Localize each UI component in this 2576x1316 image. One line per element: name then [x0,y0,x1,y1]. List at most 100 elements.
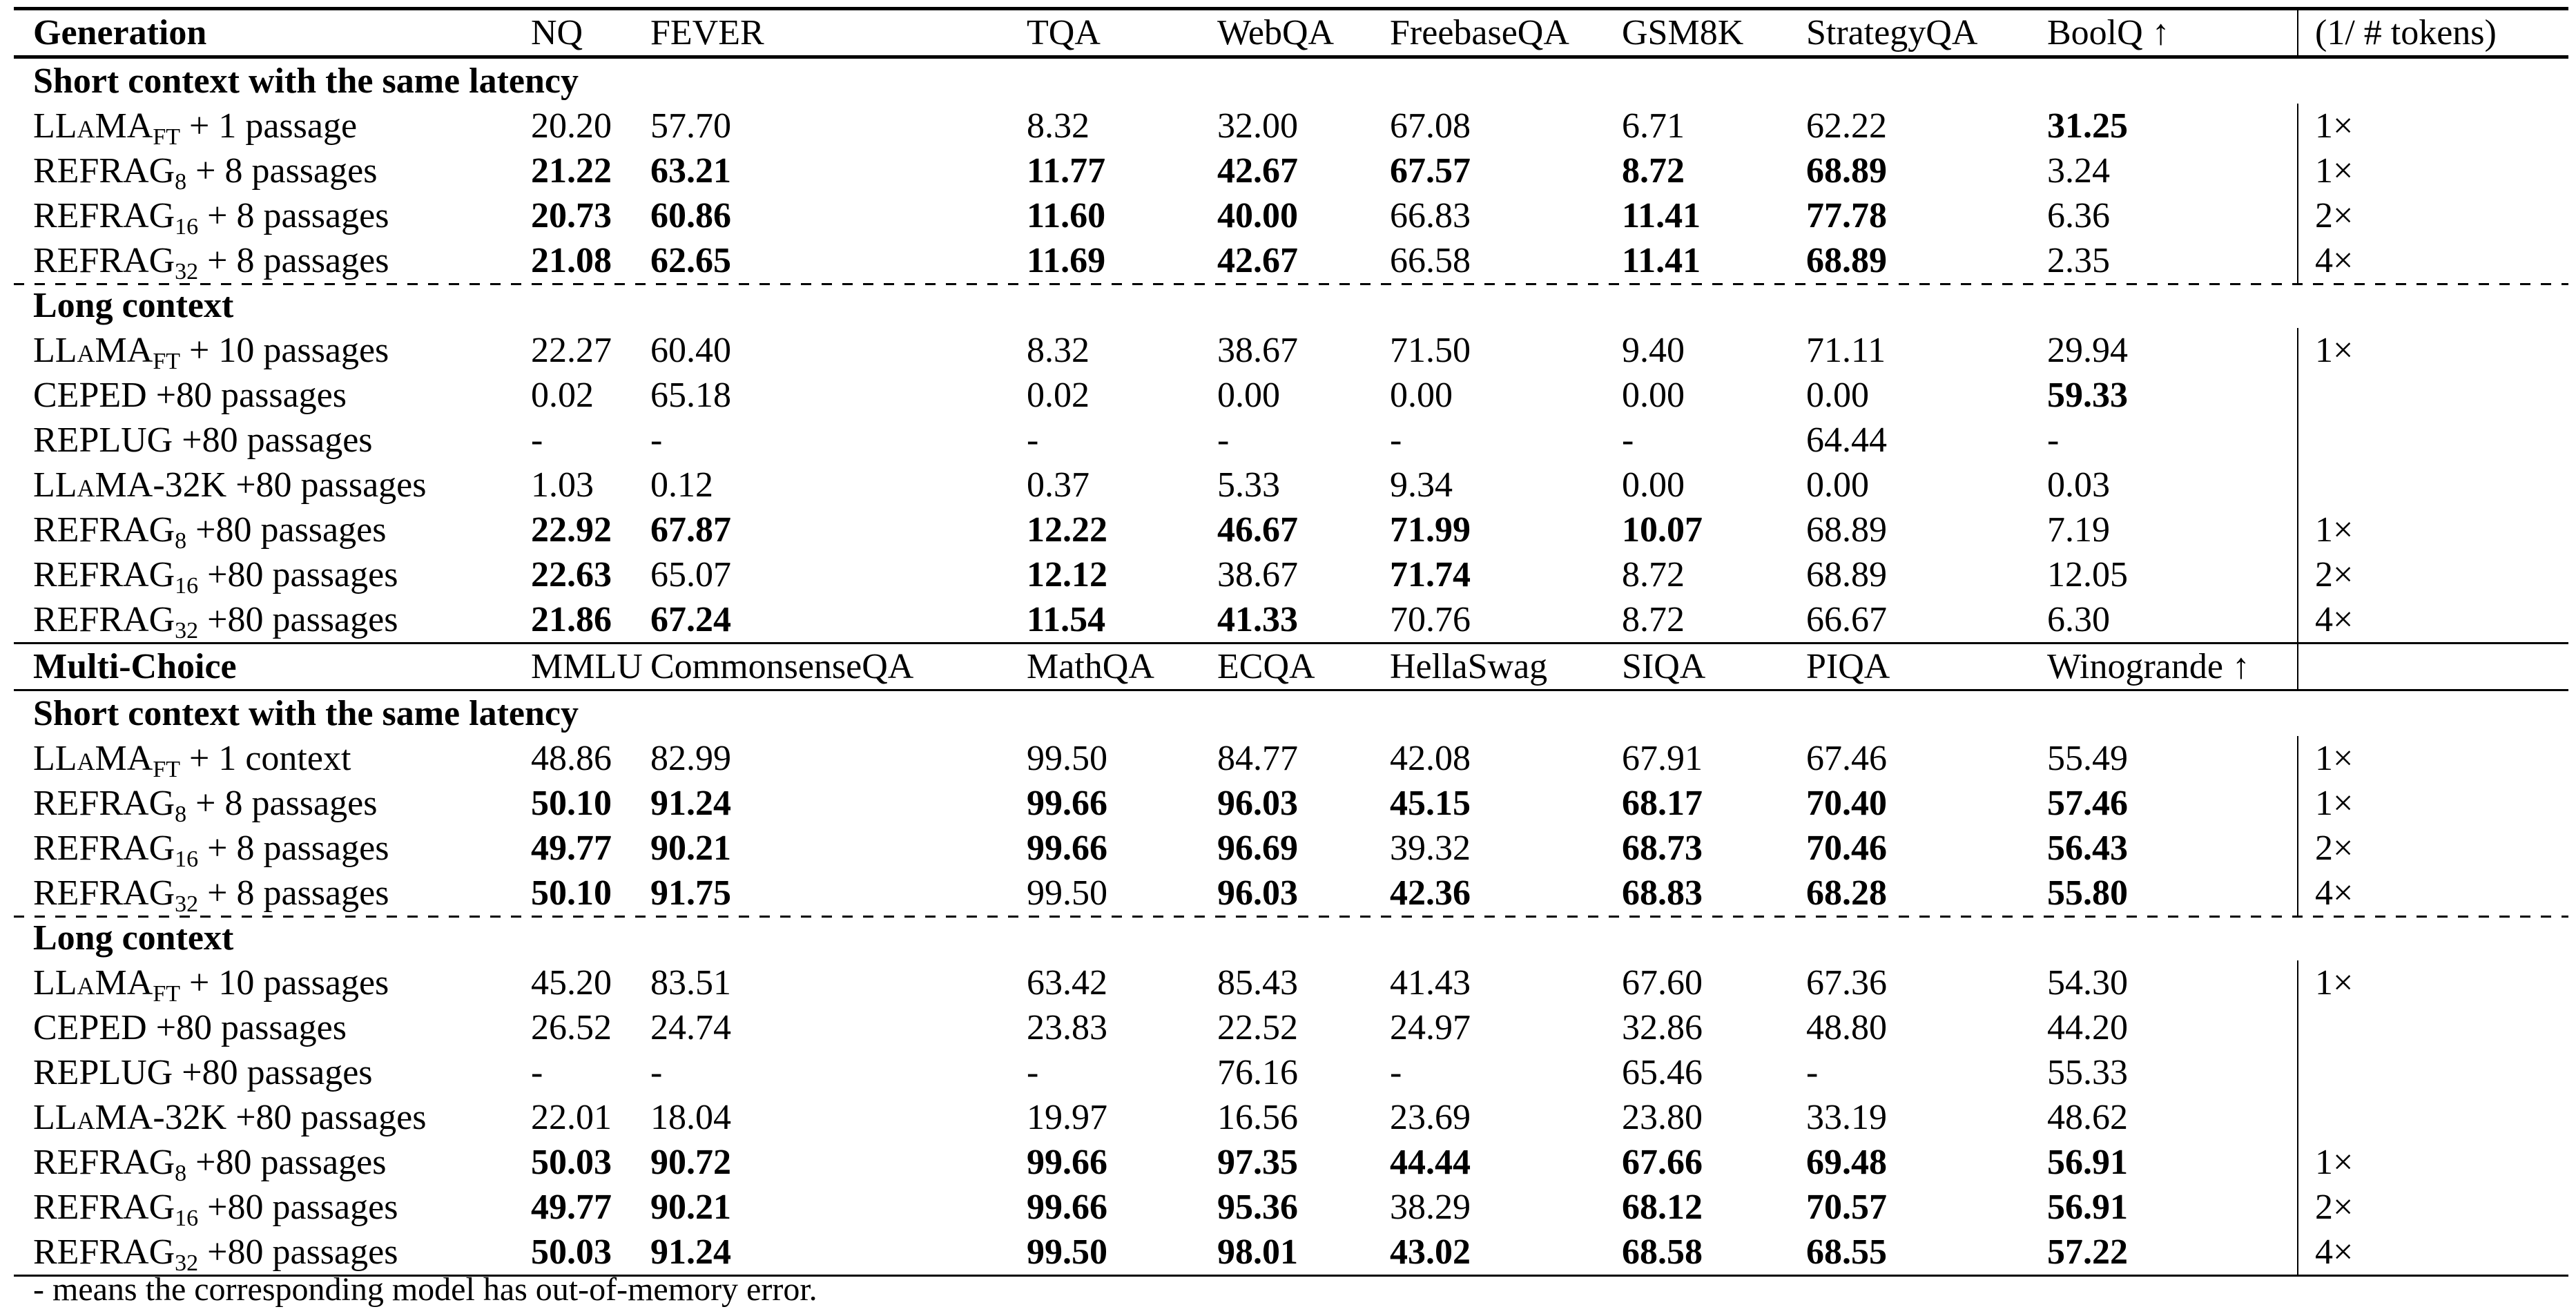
model-label: REFRAG8 + 8 passages [33,781,377,826]
value-cell: 0.37 [1027,465,1090,505]
model-name: REFRAG [33,196,175,235]
value-cell: 55.33 [2047,1053,2128,1092]
value-cell: 42.08 [1390,739,1471,778]
ratio-cell [2297,1050,2576,1095]
value-cell: 67.46 [1806,739,1887,778]
value-cell: 68.89 [1806,510,1887,550]
value-cell: 67.60 [1622,963,1703,1003]
value-cell: 24.97 [1390,1008,1471,1047]
table-row: LLaMAFT + 1 passage 20.20 57.70 8.32 32.00 67… [14,104,2568,150]
value-cell: - [1027,1053,1039,1092]
value-cell: 22.63 [531,555,612,594]
value-cell: 40.00 [1217,196,1298,235]
model-subscript: 32 [175,1250,199,1276]
value-cell: 84.77 [1217,739,1298,778]
ratio-cell: 4× [2297,1230,2576,1275]
ratio-cell: 1× [2297,960,2576,1005]
model-suffix: +80 passages [146,1008,347,1047]
value-cell: 41.33 [1217,600,1298,639]
value-cell: 41.43 [1390,963,1471,1003]
model-subscript: 8 [175,1161,187,1186]
model-label: REPLUG +80 passages [33,1050,373,1095]
model-subscript: FT [153,124,181,150]
model-name: REFRAG [33,600,175,639]
value-cell: 67.24 [650,600,731,639]
model-label: REFRAG8 +80 passages [33,1140,387,1186]
ratio-cell [2297,418,2576,463]
value-cell: 70.76 [1390,600,1471,639]
model-name: CEPED [33,376,147,415]
value-cell: 68.17 [1622,784,1703,823]
section-title: Long context [33,918,234,958]
value-cell: 11.69 [1027,241,1106,280]
column-header: MathQA [1027,647,1154,686]
column-header-ratio: (1/ # tokens) [2297,10,2576,55]
model-suffix: +80 passages [173,420,373,460]
value-cell: 21.86 [531,600,612,639]
value-cell: 48.86 [531,739,612,778]
table-row: LLaMA-32K +80 passages 1.03 0.12 0.37 5.33 9.… [14,463,2568,507]
table-row: REFRAG16 +80 passages 49.77 90.21 99.66 95.3… [14,1185,2568,1230]
value-cell: 82.99 [650,739,731,778]
ratio-cell [2297,463,2576,507]
model-name: LLaMA [33,1098,153,1137]
model-suffix: + 8 passages [186,151,378,191]
model-suffix: +80 passages [186,1143,387,1182]
value-cell: 68.58 [1622,1232,1703,1272]
model-suffix: + 8 passages [186,784,378,823]
value-cell: 67.66 [1622,1143,1703,1182]
model-label: CEPED +80 passages [33,373,347,418]
value-cell: 0.00 [1390,376,1453,415]
table-row: REFRAG16 +80 passages 22.63 65.07 12.12 38.6… [14,552,2568,598]
block-title: Multi-Choice [33,647,237,686]
value-cell: 66.67 [1806,600,1887,639]
value-cell: 11.60 [1027,196,1106,235]
value-cell: 65.46 [1622,1053,1703,1092]
table-row: CEPED +80 passages 26.52 24.74 23.83 22.52 24… [14,1005,2568,1050]
model-suffix: + 10 passages [180,963,389,1003]
model-subscript: 16 [175,214,199,240]
value-cell: 0.12 [650,465,713,505]
value-cell: 90.72 [650,1143,731,1182]
value-cell: 69.48 [1806,1143,1887,1182]
value-cell: 91.24 [650,1232,731,1272]
column-header: Winogrande ↑ [2047,647,2250,686]
value-cell: 0.02 [531,376,594,415]
value-cell: 46.67 [1217,510,1298,550]
model-name: LLaMA [33,465,153,505]
table-row: LLaMA-32K +80 passages 22.01 18.04 19.97 16.… [14,1095,2568,1140]
table-row: REFRAG32 + 8 passages 50.10 91.75 99.50 96.0… [14,871,2568,916]
table-row: LLaMAFT + 10 passages 45.20 83.51 63.42 85.4… [14,960,2568,1006]
value-cell: 2.35 [2047,241,2110,280]
value-cell: 67.57 [1390,151,1471,191]
ratio-cell: 1× [2297,148,2576,193]
ratio-cell: 4× [2297,597,2576,642]
model-name: LLaMA [33,963,153,1003]
value-cell: 32.00 [1217,106,1298,146]
model-label: REFRAG16 +80 passages [33,552,398,598]
value-cell: 63.42 [1027,963,1107,1003]
table-row: REFRAG32 +80 passages 21.86 67.24 11.54 41.3… [14,597,2568,643]
value-cell: 70.57 [1806,1188,1887,1227]
value-cell: 23.80 [1622,1098,1703,1137]
value-cell: 0.00 [1217,376,1280,415]
value-cell: 23.69 [1390,1098,1471,1137]
value-cell: 68.73 [1622,829,1703,868]
value-cell: 99.66 [1027,1143,1107,1182]
value-cell: - [2047,420,2060,460]
column-header: PIQA [1806,647,1890,686]
value-cell: 48.62 [2047,1098,2128,1137]
model-label: CEPED +80 passages [33,1005,347,1050]
header-row: Generation NQ FEVER TQA WebQA FreebaseQA GSM8K… [14,10,2568,59]
model-label: REPLUG +80 passages [33,418,373,463]
value-cell: 68.83 [1622,873,1703,913]
value-cell: 91.24 [650,784,731,823]
model-name: LLaMA [33,106,153,146]
footnote: - means the corresponding model has out-… [33,1271,817,1308]
value-cell: 62.22 [1806,106,1887,146]
value-cell: 0.00 [1622,376,1685,415]
value-cell: - [531,420,543,460]
value-cell: 67.08 [1390,106,1471,146]
value-cell: 39.32 [1390,829,1471,868]
column-header: ECQA [1217,647,1315,686]
